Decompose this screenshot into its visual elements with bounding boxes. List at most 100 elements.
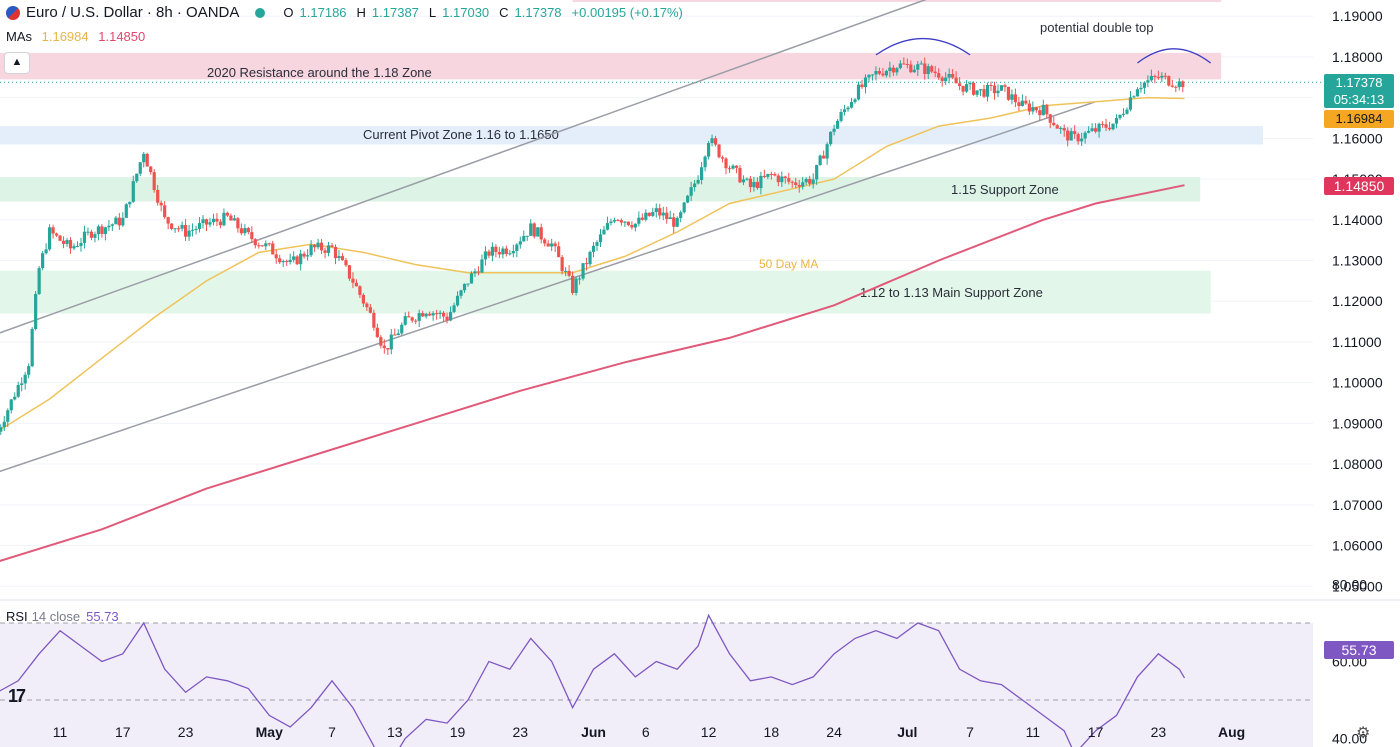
candle-body [564,270,568,272]
candle-body [835,120,840,129]
candle-body [351,278,355,283]
candle-body [1146,80,1150,83]
candle-body [135,173,139,182]
candle-body [1149,75,1153,81]
candle-body [769,173,773,175]
candle-body [253,239,257,246]
candle-body [271,243,275,255]
candle-body [1038,110,1042,116]
candle-body [964,84,969,92]
candle-body [825,144,829,159]
gear-icon[interactable]: ⚙ [1356,725,1371,742]
candle-body [190,229,195,231]
candle-body [1069,131,1073,141]
candle-body [292,256,296,260]
candle-body [898,63,902,69]
ma2-value: 1.14850 [98,29,146,44]
candle-body [414,320,418,322]
candle-body [424,313,428,317]
symbol-title[interactable]: Euro / U.S. Dollar · 8h · OANDA [26,4,240,21]
candle-body [940,77,944,82]
time-tick-label: 7 [966,724,974,740]
candle-body [177,228,181,230]
candle-body [358,286,362,295]
candle-body [720,157,725,159]
candle-body [285,261,289,263]
annotations: potential double top 50 Day MA [759,20,1212,271]
candle-body [448,311,453,321]
candle-body [347,265,352,279]
candle-body [16,384,20,397]
candle-body [501,248,505,255]
candle-body [389,334,393,350]
candle-body [682,202,686,213]
time-tick-label: 18 [764,724,780,740]
candle-body [386,348,390,350]
price-tick-label: 1.05000 [1332,578,1383,594]
candle-body [428,313,432,316]
time-tick-label: 19 [450,724,466,740]
candle-body [30,329,34,367]
candle-body [529,223,533,236]
candle-body [550,243,554,247]
candle-body [933,71,937,74]
time-tick-label: 12 [701,724,717,740]
candle-body [647,212,651,216]
trendline [0,101,1096,473]
price-tick-label: 1.14000 [1332,212,1383,228]
candle-body [1062,128,1066,131]
candle-body [832,128,836,132]
rsi-legend[interactable]: RSI 14 close 55.73 [6,609,119,624]
ma200-line [0,184,1185,563]
candle-body [243,228,247,234]
candle-body [665,212,669,220]
tradingview-logo-icon[interactable]: 17 [8,686,26,706]
zone-rect [0,177,1201,202]
candle-body [9,399,13,411]
candle-body [644,212,648,220]
candle-body [842,109,847,113]
candle-body [675,217,679,227]
candle-body [379,337,383,346]
candle-body [27,366,31,375]
time-tick-label: 23 [178,724,194,740]
price-tick-label: 1.13000 [1332,253,1383,269]
candle-body [183,225,188,237]
candle-body [103,227,107,234]
candle-body [107,225,111,228]
candle-body [194,228,198,230]
rsi-pane [0,613,1313,747]
collapse-legend-button[interactable]: ▲ [4,52,30,74]
candle-body [340,256,345,261]
candle-body [804,178,808,183]
candle-body [944,77,948,82]
candle-body [1052,122,1056,126]
candle-body [703,156,707,168]
candle-body [654,208,658,213]
candle-body [745,178,749,180]
ma-legend[interactable]: MAs 1.16984 1.14850 [6,29,145,44]
candle-body [131,181,135,202]
candle-body [787,178,791,182]
candle-body [870,74,875,76]
rsi-value-tag: 55.73 [1324,641,1394,659]
candle-body [375,327,379,338]
candle-body [937,73,941,78]
time-tick-label: 7 [328,724,336,740]
ma50-line [0,96,1185,431]
candle-body [846,107,850,110]
candle-body [971,82,976,95]
candle-body [581,263,585,279]
candle-body [316,242,320,248]
last-price-value: 1.17378 [1335,75,1383,90]
candle-body [361,294,365,304]
candle-body [881,73,885,76]
ma50-annotation: 50 Day MA [759,257,818,271]
candle-body [473,271,477,274]
candle-body [1020,100,1024,106]
candle-body [117,217,121,226]
candle-body [874,71,878,75]
candle-body [225,212,230,216]
candle-body [494,246,498,253]
